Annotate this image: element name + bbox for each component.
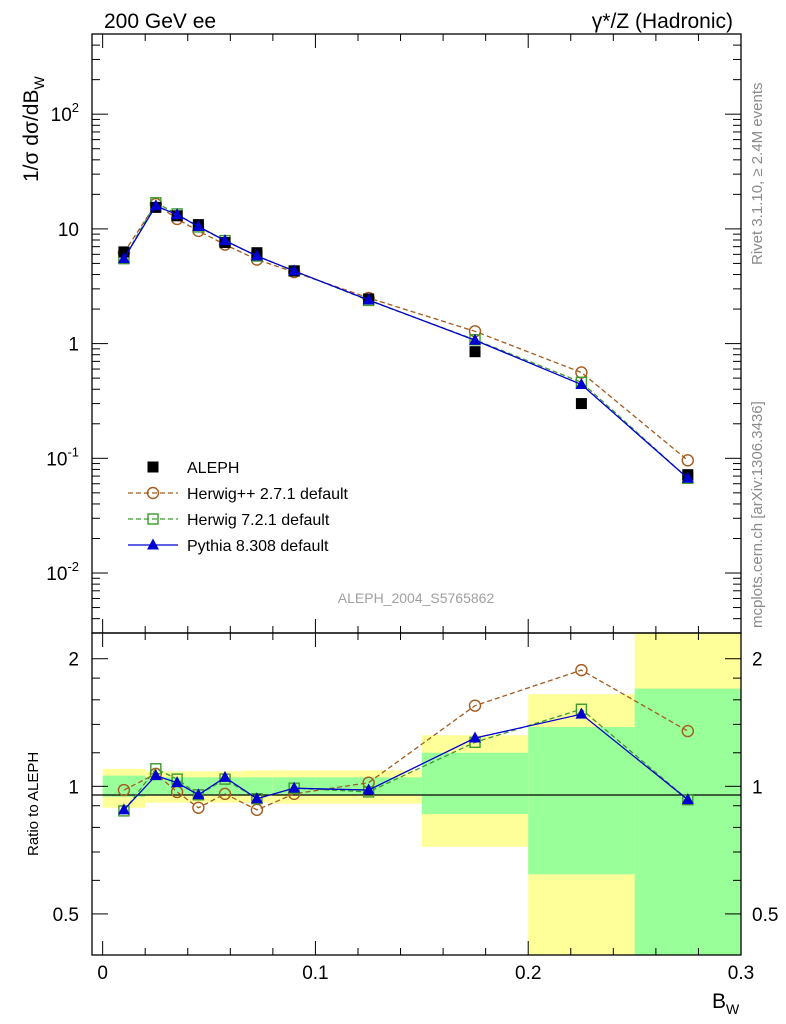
data-point-pythia xyxy=(218,234,231,246)
main-y-tick-label-base: 10 xyxy=(51,105,72,126)
legend-label-herwigpp: Herwig++ 2.7.1 default xyxy=(187,486,349,503)
data-point-pythia xyxy=(117,252,130,264)
ratio-y-tick-label-left: 1 xyxy=(68,777,79,798)
data-point-pythia xyxy=(362,293,375,305)
ratio-point-herwigpp xyxy=(117,783,131,797)
ratio-band-green xyxy=(528,727,635,875)
series-line-pythia xyxy=(123,204,689,479)
legend-marker-herwigpp xyxy=(146,486,160,500)
data-point-pythia xyxy=(250,249,263,261)
ratio-point-pythia xyxy=(681,793,694,805)
x-tick-label: 0.1 xyxy=(302,963,328,984)
ratio-point-pythia xyxy=(149,769,162,781)
ratio-y-tick-label-right: 0.5 xyxy=(752,905,778,926)
x-tick-label: 0.3 xyxy=(728,963,754,984)
ratio-plot-frame xyxy=(91,632,742,956)
main-y-axis-title: 1/σ dσ/dBW xyxy=(20,76,47,182)
rivet-version-text: Rivet 3.1.10, ≥ 2.4M events xyxy=(749,83,766,266)
data-point-pythia xyxy=(171,208,184,220)
ratio-point-pythia xyxy=(250,792,263,804)
axis-ticks xyxy=(92,33,742,955)
ratio-band-green xyxy=(102,775,146,797)
ratio-y-tick-label-left: 2 xyxy=(68,650,79,671)
data-point-pythia xyxy=(288,264,301,276)
x-axis-title-sub: W xyxy=(726,1001,740,1017)
main-y-tick-label: 10-1 xyxy=(46,444,79,470)
main-y-axis-title-sub: W xyxy=(31,76,47,90)
ratio-point-pythia xyxy=(575,707,588,719)
main-y-tick-label-base: 10 xyxy=(46,449,67,470)
ratio-point-herwigpp xyxy=(218,787,232,801)
ratio-point-pythia xyxy=(362,783,375,795)
ratio-point-herwigpp xyxy=(681,724,695,738)
data-point-pythia xyxy=(575,377,588,389)
header-right-title: γ*/Z (Hadronic) xyxy=(592,10,733,33)
ratio-point-herwigpp xyxy=(468,699,482,712)
x-tick-label: 0.2 xyxy=(515,963,541,984)
ratio-point-pythia xyxy=(469,731,482,743)
legend-label-herwig7: Herwig 7.2.1 default xyxy=(187,512,330,529)
main-y-tick-label-exponent: -1 xyxy=(67,444,79,459)
legend-marker-aleph xyxy=(147,461,159,473)
ratio-y-tick-label-left: 0.5 xyxy=(53,905,79,926)
ratio-point-pythia xyxy=(218,770,231,782)
mcplots-reference-text: mcplots.cern.ch [arXiv:1306.3436] xyxy=(749,401,766,628)
ratio-y-tick-label-right: 2 xyxy=(752,650,763,671)
ratio-point-pythia xyxy=(192,788,205,800)
ratio-band-green xyxy=(240,777,273,795)
ratio-plot-series xyxy=(117,663,695,817)
main-plot-series xyxy=(117,197,695,484)
main-y-tick-label-exponent: 2 xyxy=(72,100,79,115)
main-y-tick-label-base: 10 xyxy=(46,564,67,585)
data-point-pythia xyxy=(192,219,205,231)
main-y-tick-label: 1 xyxy=(68,335,79,356)
data-point-aleph xyxy=(118,246,130,258)
main-y-tick-label: 10-2 xyxy=(46,559,79,585)
series-line-herwig7 xyxy=(123,201,689,479)
legend-marker-pythia xyxy=(147,538,159,550)
analysis-watermark: ALEPH_2004_S5765862 xyxy=(338,590,495,606)
ratio-band-green xyxy=(421,752,529,815)
ratio-point-herwigpp xyxy=(192,801,205,814)
ratio-y-tick-label-right: 1 xyxy=(752,777,763,798)
legend-label-pythia: Pythia 8.308 default xyxy=(187,538,329,555)
data-point-herwigpp xyxy=(575,366,588,379)
ratio-band-green xyxy=(634,688,741,955)
data-point-pythia xyxy=(469,333,482,345)
main-y-tick-label: 102 xyxy=(51,100,79,126)
x-tick-label: 0 xyxy=(97,963,108,984)
main-y-axis-title-main: 1/σ dσ/dB xyxy=(20,90,43,182)
header-left-title: 200 GeV ee xyxy=(104,10,216,33)
ratio-point-pythia xyxy=(288,781,301,793)
ratio-line-herwigpp xyxy=(123,669,689,811)
ratio-band-green xyxy=(209,777,241,795)
data-point-pythia xyxy=(681,471,694,483)
x-axis-title: BW xyxy=(712,990,740,1017)
ratio-point-herwigpp xyxy=(575,663,588,677)
legend-marker-herwig7 xyxy=(147,513,159,525)
data-point-herwigpp xyxy=(681,454,695,467)
data-point-aleph xyxy=(469,346,481,358)
ratio-point-pythia xyxy=(117,803,130,815)
legend-label-aleph: ALEPH xyxy=(187,460,239,477)
series-line-herwigpp xyxy=(123,203,689,461)
ratio-y-axis-title: Ratio to ALEPH xyxy=(25,752,42,856)
ratio-point-pythia xyxy=(171,776,184,788)
x-axis-title-main: B xyxy=(712,990,726,1013)
data-point-aleph xyxy=(575,398,587,410)
main-y-tick-label: 10 xyxy=(58,220,79,241)
main-y-tick-label-exponent: -2 xyxy=(67,559,79,574)
data-point-pythia xyxy=(149,199,162,211)
legend: ALEPH Herwig++ 2.7.1 default Herwig 7.2.1 … xyxy=(128,460,349,555)
